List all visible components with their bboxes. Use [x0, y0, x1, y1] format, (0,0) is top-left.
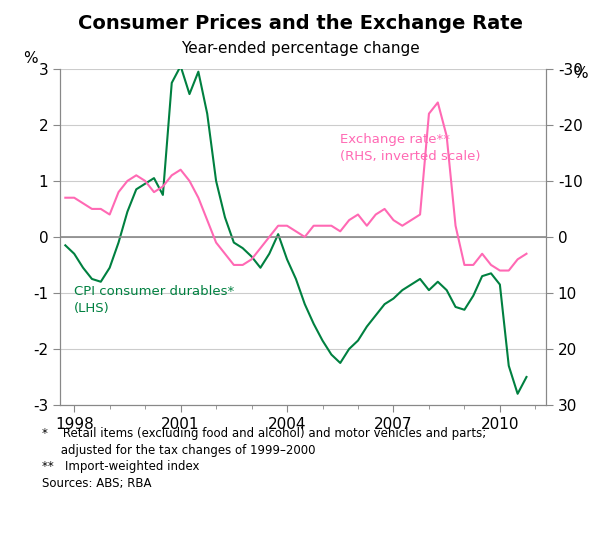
Text: Year-ended percentage change: Year-ended percentage change: [181, 41, 419, 56]
Text: *    Retail items (excluding food and alcohol) and motor vehicles and parts;: * Retail items (excluding food and alcoh…: [42, 427, 486, 440]
Text: Consumer Prices and the Exchange Rate: Consumer Prices and the Exchange Rate: [77, 14, 523, 33]
Text: Exchange rate**
(RHS, inverted scale): Exchange rate** (RHS, inverted scale): [340, 133, 481, 163]
Text: adjusted for the tax changes of 1999–2000: adjusted for the tax changes of 1999–200…: [42, 444, 316, 457]
Y-axis label: %: %: [23, 51, 38, 66]
Text: Sources: ABS; RBA: Sources: ABS; RBA: [42, 477, 151, 490]
Y-axis label: %: %: [573, 66, 587, 80]
Text: **   Import-weighted index: ** Import-weighted index: [42, 460, 199, 473]
Text: CPI consumer durables*
(LHS): CPI consumer durables* (LHS): [74, 284, 235, 315]
